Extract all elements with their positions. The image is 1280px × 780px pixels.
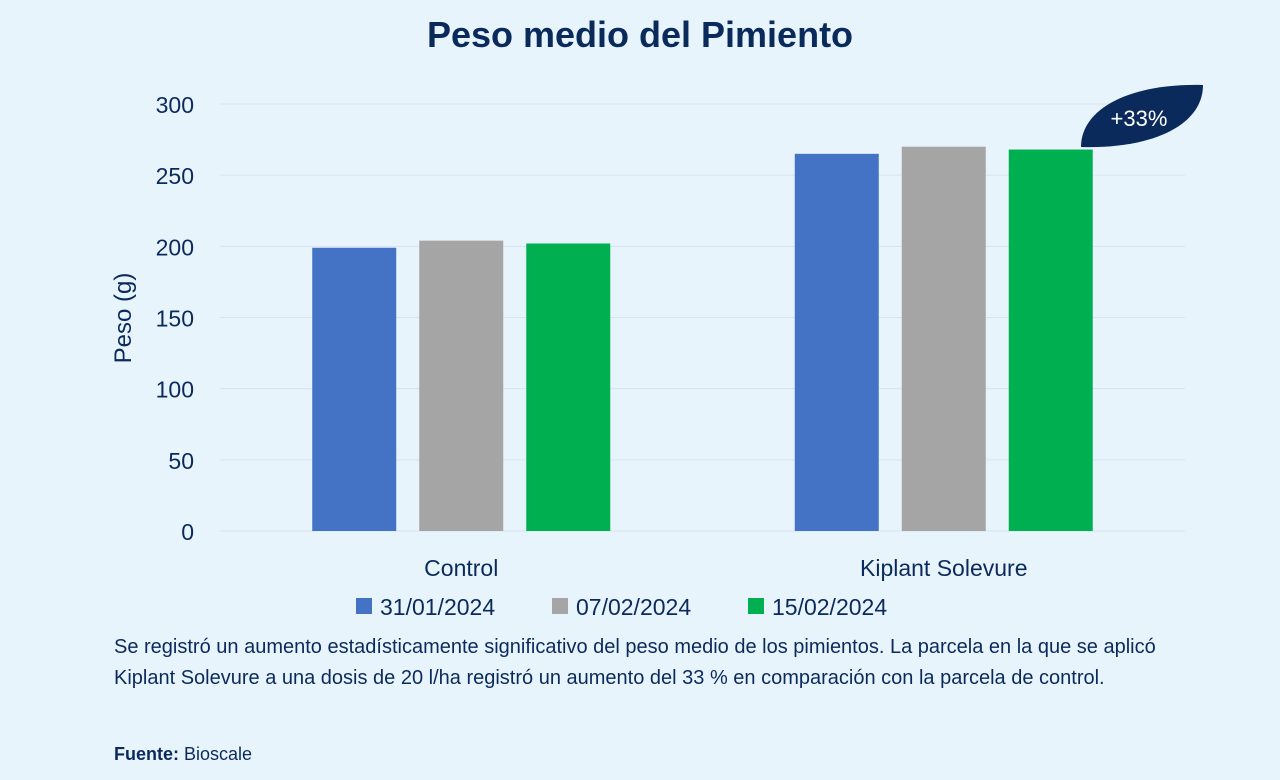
source-label: Fuente: <box>114 744 179 764</box>
bar <box>794 153 879 532</box>
y-tick-label: 0 <box>181 519 194 545</box>
chart-title: Peso medio del Pimiento <box>426 14 854 55</box>
legend-swatch <box>552 598 568 614</box>
y-tick-label: 100 <box>156 377 194 403</box>
source-value: Bioscale <box>179 744 253 764</box>
y-axis-label: Peso (g) <box>110 273 137 364</box>
legend-label: 15/02/2024 <box>772 594 887 620</box>
legend: 31/01/2024 07/02/2024 15/02/2024 <box>356 594 887 620</box>
x-category-label: Control <box>424 555 498 581</box>
legend-label: 31/01/2024 <box>380 594 495 620</box>
legend-swatch <box>748 598 764 614</box>
y-tick-label: 150 <box>156 306 194 332</box>
y-tick-label: 50 <box>168 448 194 474</box>
bars <box>312 146 1093 532</box>
annotation-leaf-icon <box>1081 84 1203 148</box>
y-tick-label: 200 <box>156 234 194 260</box>
bar <box>526 243 611 531</box>
bar-chart: 0 50 100 150 200 250 300 Peso (g) Control Kipla… <box>110 84 1203 620</box>
legend-label: 07/02/2024 <box>576 594 691 620</box>
y-axis-ticks: 0 50 100 150 200 250 300 <box>156 92 194 545</box>
y-tick-label: 300 <box>156 92 194 118</box>
chart-description: Se registró un aumento estadísticamente … <box>114 636 1156 689</box>
annotation-label: +33% <box>1111 106 1168 131</box>
y-tick-label: 250 <box>156 163 194 189</box>
legend-swatch <box>356 598 372 614</box>
x-category-label: Kiplant Solevure <box>860 555 1028 581</box>
bar <box>419 240 504 531</box>
annotation: +33% <box>1081 84 1203 148</box>
bar <box>901 146 986 531</box>
bar <box>1008 149 1093 531</box>
x-axis-categories: Control Kiplant Solevure <box>424 555 1027 581</box>
source-note: Fuente: Bioscale <box>114 744 252 765</box>
bar <box>312 247 397 532</box>
